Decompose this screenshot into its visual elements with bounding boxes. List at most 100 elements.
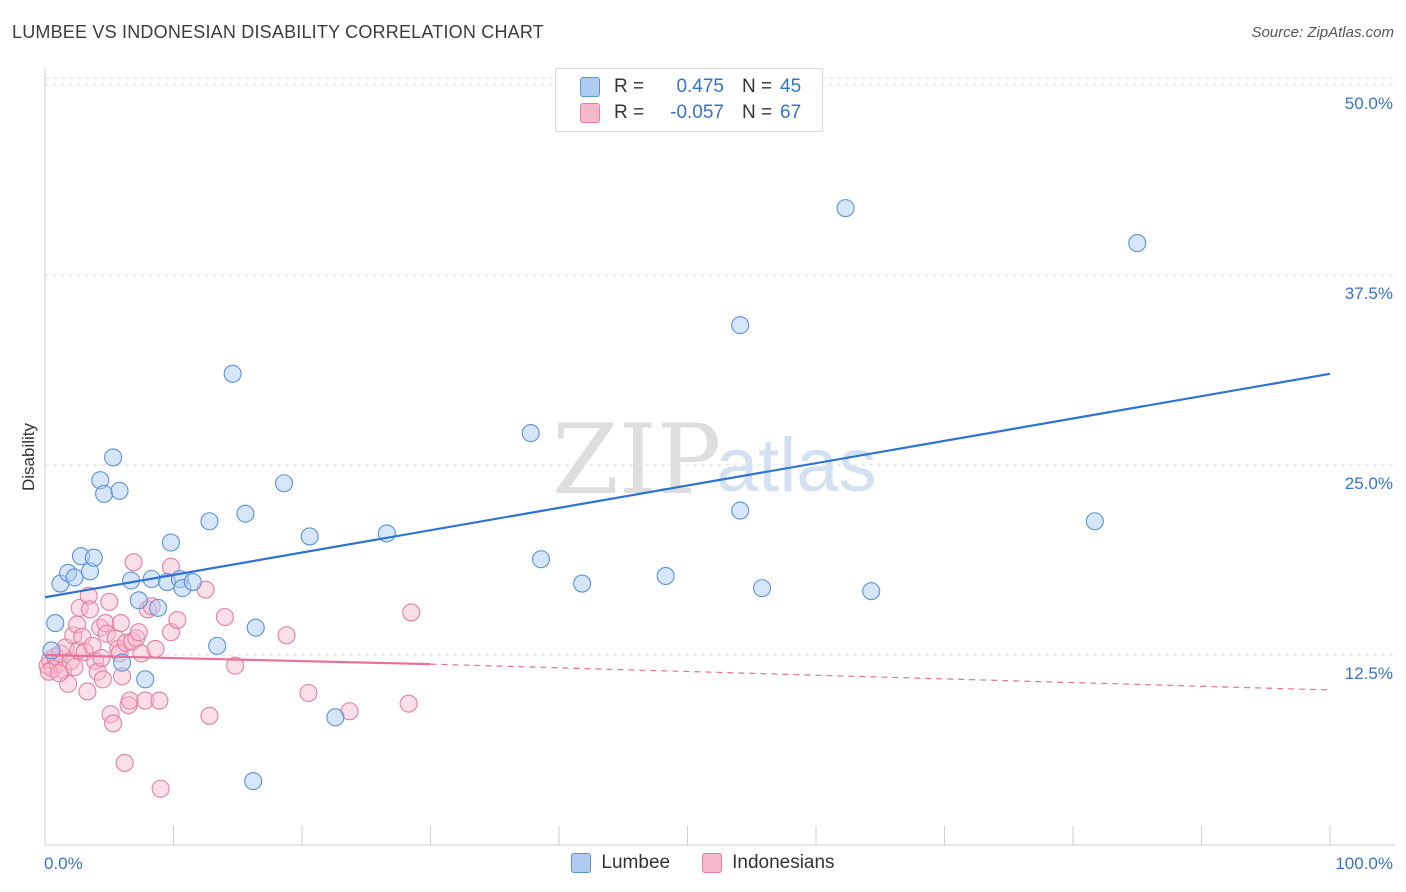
lumbee-point <box>531 550 551 569</box>
indonesians-point <box>124 553 143 572</box>
lumbee-point <box>65 568 84 587</box>
indonesians-point <box>151 779 170 798</box>
watermark-zip: ZIP <box>552 404 721 516</box>
legend-n-value: 67 <box>780 102 802 123</box>
lumbee-swatch <box>580 77 600 97</box>
lumbee-point <box>208 636 227 655</box>
legend-r-label: R = <box>614 76 645 97</box>
lumbee-point <box>244 772 263 791</box>
lumbee-point <box>836 199 855 218</box>
lumbee-point <box>731 501 750 520</box>
indonesians-swatch <box>702 853 723 873</box>
indonesians-point <box>129 623 148 642</box>
y-tick-label: 25.0% <box>1345 474 1393 493</box>
indonesians-point <box>111 614 130 633</box>
series-legend-label: Lumbee <box>601 852 671 873</box>
legend-n-label: N = <box>742 102 773 123</box>
lumbee-point <box>752 579 772 598</box>
indonesians-point <box>93 670 112 689</box>
series-legend-label: Indonesians <box>732 852 835 873</box>
indonesians-point <box>80 600 100 619</box>
lumbee-point <box>129 591 148 610</box>
indonesians-point <box>78 682 97 701</box>
series-legend: Lumbee Indonesians <box>0 852 1406 874</box>
x-tick-label: 100.0% <box>1335 854 1393 873</box>
lumbee-point <box>573 574 592 593</box>
indonesians-trend-line <box>44 653 431 666</box>
source-label: Source: ZipAtlas.com <box>1251 24 1394 41</box>
lumbee-point <box>300 527 319 546</box>
legend-n-label: N = <box>742 76 773 97</box>
y-tick-label: 37.5% <box>1345 284 1393 303</box>
lumbee-point <box>246 618 265 637</box>
indonesians-point <box>226 656 245 675</box>
lumbee-point <box>149 598 168 617</box>
lumbee-point <box>110 481 129 500</box>
indonesians-trend-extension <box>430 663 1331 691</box>
lumbee-point <box>521 424 540 443</box>
series-legend-lumbee: Lumbee <box>571 852 670 874</box>
indonesians-swatch <box>580 103 600 123</box>
lumbee-point <box>731 316 750 335</box>
lumbee-point <box>1128 234 1147 253</box>
indonesians-point <box>97 624 116 643</box>
indonesians-point <box>116 633 136 652</box>
x-tick-label: 0.0% <box>44 854 83 873</box>
indonesians-point <box>100 592 119 611</box>
lumbee-point <box>104 448 123 467</box>
lumbee-trend-line <box>44 372 1331 599</box>
legend-n-value: 45 <box>780 76 802 97</box>
lumbee-point <box>136 670 155 689</box>
legend-r-value: 0.475 <box>676 76 724 97</box>
lumbee-point <box>1085 512 1104 531</box>
indonesians-point <box>83 636 102 655</box>
lumbee-point <box>46 614 65 633</box>
lumbee-point <box>656 566 675 586</box>
indonesians-point <box>104 714 123 733</box>
indonesians-point <box>402 603 421 622</box>
indonesians-point <box>215 607 234 627</box>
indonesians-point <box>168 610 187 630</box>
legend-row-indonesians: R = -0.057 N = 67 <box>580 102 801 124</box>
lumbee-point <box>862 582 881 601</box>
legend-r-value: -0.057 <box>670 102 724 123</box>
indonesians-point <box>200 706 219 725</box>
indonesians-point <box>92 648 111 668</box>
indonesians-points <box>38 553 421 798</box>
trend-lines <box>44 372 1331 691</box>
grid-layer <box>45 77 1395 656</box>
y-tick-label: 12.5% <box>1345 664 1393 683</box>
indonesians-point <box>146 639 165 658</box>
lumbee-swatch <box>571 853 592 873</box>
indonesians-point <box>136 691 155 710</box>
lumbee-point <box>161 533 180 552</box>
lumbee-point <box>236 504 255 523</box>
lumbee-point <box>223 364 242 383</box>
axes <box>44 68 1395 846</box>
indonesians-point <box>399 694 418 713</box>
indonesians-point <box>65 658 84 677</box>
lumbee-point <box>95 484 114 503</box>
tick-labels: 12.5% 25.0% 37.5% 50.0% 0.0% 100.0% <box>44 94 1393 873</box>
indonesians-point <box>150 691 169 710</box>
chart-title: LUMBEE VS INDONESIAN DISABILITY CORRELAT… <box>12 22 544 42</box>
indonesians-point <box>120 691 139 710</box>
lumbee-point <box>200 512 219 531</box>
lumbee-point <box>274 474 294 493</box>
indonesians-point <box>73 627 92 646</box>
indonesians-point <box>299 683 318 703</box>
legend-row-lumbee: R = 0.475 N = 45 <box>580 76 801 98</box>
indonesians-point <box>50 664 69 683</box>
y-axis-label: Disability <box>19 422 38 491</box>
lumbee-points <box>42 199 1147 791</box>
lumbee-point <box>326 708 345 727</box>
lumbee-point <box>183 572 202 592</box>
series-legend-indonesians: Indonesians <box>702 852 835 874</box>
indonesians-point <box>115 753 134 772</box>
legend-r-label: R = <box>614 102 645 123</box>
y-tick-label: 50.0% <box>1345 94 1393 113</box>
correlation-legend: R = 0.475 N = 45 R = -0.057 N = 67 <box>555 68 823 132</box>
indonesians-point <box>277 626 296 645</box>
lumbee-point <box>113 653 132 672</box>
